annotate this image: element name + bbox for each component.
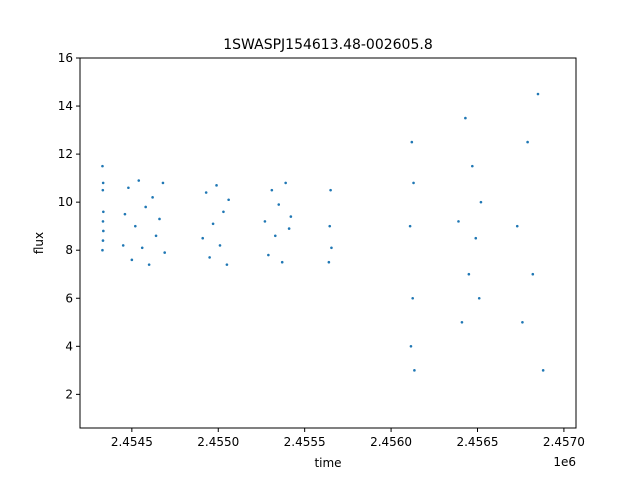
- x-tick-label: 2.4560: [370, 435, 412, 449]
- data-point: [277, 203, 281, 206]
- y-axis-label: flux: [32, 232, 46, 254]
- data-point: [410, 140, 414, 144]
- data-point: [144, 205, 147, 209]
- data-point: [101, 239, 105, 242]
- data-point: [102, 210, 105, 214]
- data-point: [204, 191, 208, 194]
- data-point: [154, 234, 158, 238]
- data-point: [134, 224, 137, 228]
- data-points: [101, 92, 545, 372]
- data-point: [130, 258, 134, 262]
- data-point: [270, 188, 274, 192]
- data-point: [471, 164, 474, 168]
- data-point: [328, 224, 332, 228]
- x-tick-label: 2.4550: [197, 435, 239, 449]
- y-tick-label: 12: [58, 147, 73, 161]
- data-point: [151, 196, 154, 199]
- x-tick-label: 2.4555: [284, 435, 326, 449]
- data-point: [222, 210, 225, 214]
- data-point: [218, 244, 222, 247]
- data-point: [140, 246, 144, 250]
- data-point: [225, 263, 229, 266]
- data-point: [327, 260, 331, 264]
- data-point: [161, 181, 165, 185]
- data-point: [101, 188, 105, 192]
- data-point: [408, 224, 412, 228]
- data-point: [263, 220, 267, 223]
- y-tick-label: 2: [65, 387, 73, 401]
- x-axis: 2.4545 2.4550 2.4555 2.4560 2.4565 2.4570: [111, 428, 585, 449]
- x-tick-label: 2.4545: [111, 435, 153, 449]
- x-axis-label: time: [314, 456, 341, 470]
- data-point: [158, 217, 161, 221]
- data-point: [287, 227, 291, 230]
- data-point: [457, 220, 460, 223]
- y-tick-label: 10: [58, 195, 73, 209]
- data-point: [201, 236, 205, 240]
- data-point: [477, 296, 481, 300]
- data-point: [127, 186, 130, 190]
- data-point: [280, 260, 284, 264]
- y-tick-label: 8: [65, 243, 73, 257]
- data-point: [541, 369, 545, 372]
- data-point: [147, 263, 151, 266]
- data-point: [273, 234, 277, 238]
- data-point: [330, 246, 333, 250]
- chart-title: 1SWASPJ154613.48-002605.8: [223, 37, 432, 53]
- data-point: [211, 222, 215, 226]
- data-point: [521, 320, 524, 324]
- data-point: [163, 251, 166, 254]
- data-point: [467, 272, 471, 276]
- x-tick-label: 2.4565: [456, 435, 498, 449]
- plot-frame: [79, 57, 577, 429]
- data-point: [460, 320, 464, 324]
- data-point: [531, 272, 535, 276]
- data-point: [413, 369, 416, 372]
- data-point: [208, 256, 211, 259]
- data-point: [102, 229, 105, 233]
- data-point: [536, 92, 540, 96]
- data-point: [479, 200, 483, 204]
- data-point: [515, 224, 519, 228]
- data-point: [101, 220, 105, 223]
- data-point: [137, 179, 141, 182]
- data-point: [227, 198, 230, 202]
- data-point: [329, 188, 332, 192]
- data-point: [215, 184, 218, 187]
- y-tick-label: 16: [58, 51, 73, 65]
- data-point: [101, 164, 104, 168]
- data-point: [289, 215, 293, 218]
- x-axis-offset-label: 1e6: [553, 455, 576, 469]
- y-axis: 2 4 6 8 10 12 14 16: [58, 51, 80, 401]
- y-tick-label: 6: [65, 291, 73, 305]
- data-point: [474, 236, 478, 240]
- data-point: [123, 212, 127, 216]
- data-point: [284, 181, 287, 185]
- y-tick-label: 4: [65, 339, 73, 353]
- data-point: [464, 116, 467, 120]
- data-point: [412, 181, 415, 185]
- x-tick-label: 2.4570: [543, 435, 585, 449]
- data-point: [121, 244, 125, 247]
- data-point: [101, 181, 105, 185]
- y-tick-label: 14: [58, 99, 73, 113]
- data-point: [267, 253, 270, 257]
- data-point: [101, 248, 104, 252]
- data-point: [526, 140, 529, 144]
- data-point: [409, 345, 413, 348]
- data-point: [411, 296, 414, 300]
